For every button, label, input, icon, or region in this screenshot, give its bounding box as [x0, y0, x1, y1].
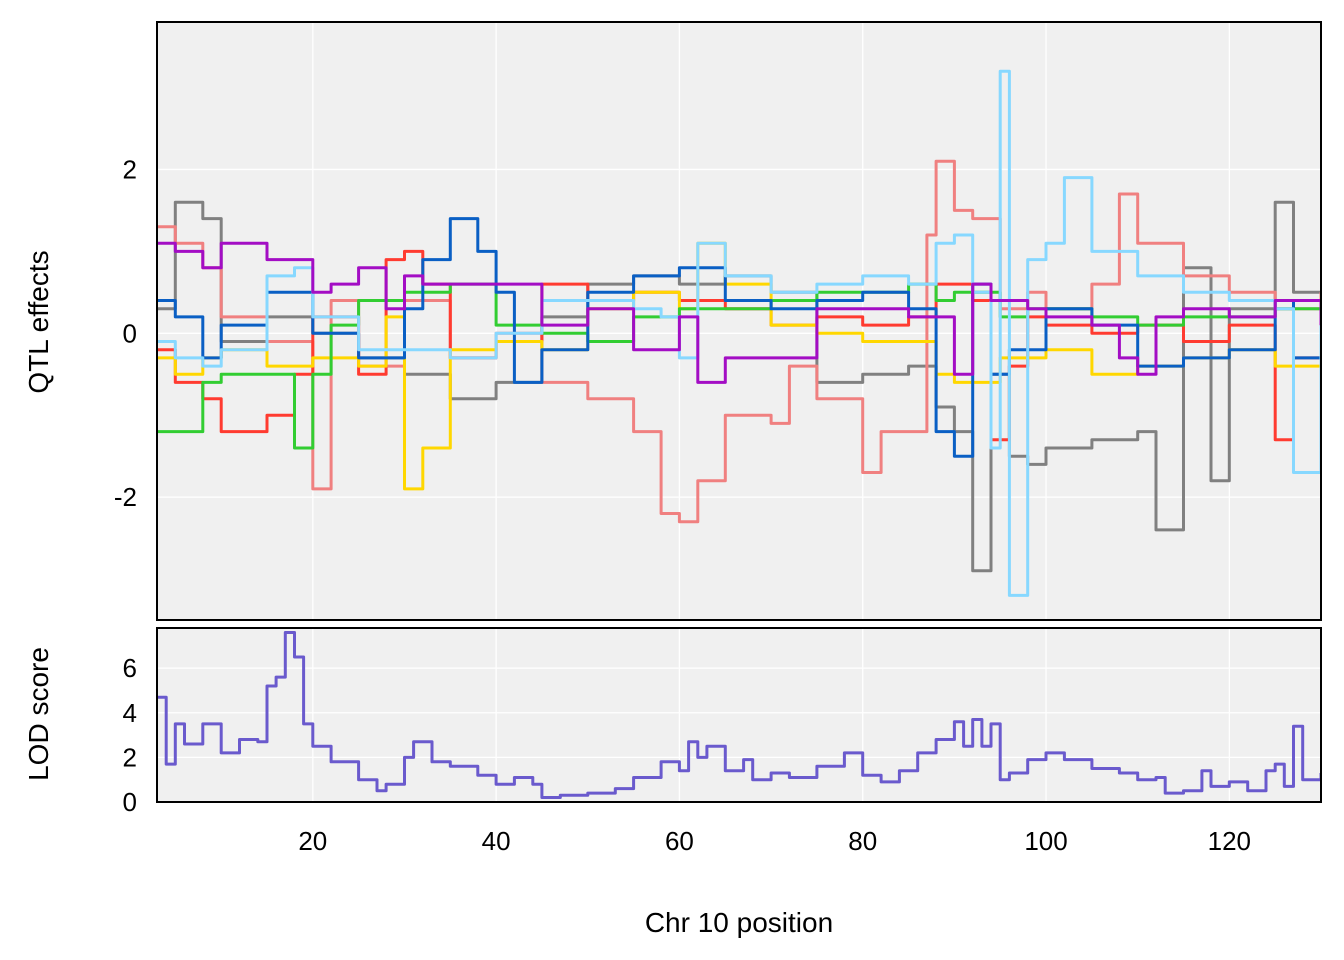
lod-score-panel: 0 2 4 6 20 40 60 80 100 120: [123, 627, 1322, 856]
xtick-label: 100: [1024, 826, 1067, 856]
bottom-ytick-label: 2: [123, 742, 137, 772]
bottom-y-axis-title: LOD score: [23, 647, 54, 781]
top-series-line-7: [157, 69, 1321, 597]
top-ytick-label: -2: [114, 482, 137, 512]
xtick-label: 120: [1208, 826, 1251, 856]
xtick-label: 40: [482, 826, 511, 856]
top-y-axis-title: QTL effects: [23, 250, 54, 393]
top-plot-border: [156, 21, 1322, 621]
top-series-line-2: [157, 159, 1321, 524]
xtick-label: 20: [298, 826, 327, 856]
top-plot-background: [157, 22, 1321, 620]
xtick-label: 60: [665, 826, 694, 856]
xtick-label: 80: [848, 826, 877, 856]
top-ytick-label: 2: [123, 154, 137, 184]
bottom-plot-border: [156, 627, 1322, 803]
top-ytick-label: 0: [123, 318, 137, 348]
bottom-ytick-label: 0: [123, 787, 137, 817]
bottom-ytick-label: 4: [123, 698, 137, 728]
bottom-ytick-label: 6: [123, 653, 137, 683]
x-axis-title: Chr 10 position: [645, 907, 833, 938]
top-series-line-8: [157, 241, 1321, 384]
bottom-plot-background: [157, 628, 1321, 802]
bottom-series-line-1: [157, 631, 1321, 799]
qtl-effects-panel: -2 0 2: [114, 21, 1322, 621]
